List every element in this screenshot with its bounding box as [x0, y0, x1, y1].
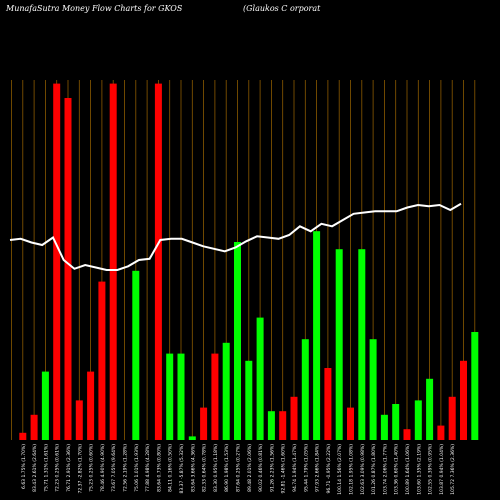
x-tick-label: 92.81 -1.46% (1.60%) [281, 444, 287, 494]
x-axis-labels: 6.63 1.75% (1.70%) 83.43 2.61% (2.64%) 75.… [21, 444, 456, 495]
inflow-bar [313, 231, 321, 440]
outflow-bar [30, 414, 38, 440]
x-tick-label: 100.89 1.64% (1.06%) [405, 444, 411, 495]
inflow-bar [392, 404, 400, 440]
x-tick-label: 103.87 0.94% (1.04%) [439, 444, 445, 495]
x-tick-label: 76.71 2.91% (2.36%) [66, 444, 72, 492]
inflow-bar [267, 411, 275, 440]
inflow-bar [256, 317, 264, 440]
outflow-bar [109, 83, 117, 440]
money-flow-bars [19, 83, 479, 440]
chart-title: MunafaSutra Money Flow Charts for GKOS [6, 4, 183, 13]
inflow-bar [471, 332, 479, 440]
outflow-bar [460, 360, 467, 440]
x-tick-label: 101.26 0.87% (1.80%) [371, 444, 377, 495]
inflow-bar [414, 400, 422, 440]
x-tick-label: 105.72 7.36% (2.36%) [450, 444, 456, 495]
outflow-bar [290, 396, 298, 440]
x-tick-label: 78.46 4.90% (4.90%) [100, 444, 106, 492]
outflow-bar [19, 432, 27, 440]
x-tick-label: 89.48 2.01% (2.06%) [247, 444, 253, 492]
x-tick-label: 86.90 1.98% (1.53%) [224, 444, 230, 492]
outflow-bar [403, 429, 411, 440]
outflow-bar [200, 407, 208, 440]
inflow-bar [245, 360, 253, 440]
x-tick-label: 96.71 -0.95% (2.22%) [326, 444, 332, 494]
inflow-bar [380, 414, 388, 440]
x-tick-label: 91.26 2.23% (1.56%) [269, 444, 275, 492]
x-tick-label: 72.56 2.19% (1.28%) [123, 444, 129, 492]
x-tick-label: 83.64 3.66% (4.36%) [190, 444, 196, 492]
x-tick-label: 83.64 0.73% (0.80%) [156, 444, 162, 492]
inflow-bar [222, 342, 230, 440]
outflow-bar [437, 425, 445, 440]
x-tick-label: 94.74 1.94% (1.47%) [292, 444, 298, 492]
inflow-bar [369, 339, 377, 440]
outflow-bar [75, 400, 83, 440]
inflow-bar [177, 353, 185, 440]
inflow-bar [188, 436, 196, 440]
x-tick-label: 75.23 0.25% (0.60%) [89, 444, 95, 492]
x-tick-label: 77.88 4.98% (4.28%) [145, 444, 151, 492]
x-tick-label: 72.37 -2.82% (1.70%) [77, 444, 83, 494]
x-tick-label: 102.63 3.09% (0.98%) [360, 444, 366, 495]
x-tick-label: 84.11 0.16% (0.50%) [168, 444, 174, 492]
x-tick-label: 97.93 2.66% (1.84%) [315, 444, 321, 492]
outflow-bar [324, 368, 332, 440]
inflow-bar [234, 242, 241, 440]
x-tick-label: 83.37 -5.87% (5.32%) [179, 444, 185, 494]
inflow-bar [41, 371, 49, 440]
x-tick-label: 72.23 0.25% (0.61%) [55, 444, 61, 492]
x-tick-label: 87.64 0.25% (0.27%) [236, 444, 242, 492]
inflow-bar [426, 378, 434, 440]
company-name: (Glaukos C orporat [243, 4, 321, 13]
x-tick-label: 82.33 0.64% (0.78%) [202, 444, 208, 492]
x-tick-label: 75.06 1.01% (1.93%) [134, 444, 140, 492]
x-tick-label: 95.44 1.79% (1.05%) [303, 444, 309, 492]
x-tick-label: 103.74 2.06% (1.77%) [382, 444, 388, 495]
x-tick-label: 103.36 0.60% (1.40%) [394, 444, 400, 495]
x-tick-label: 102.18 1.95% (1.08%) [349, 444, 355, 495]
x-tick-label: 83.43 2.61% (2.64%) [32, 444, 38, 492]
price-line-path [9, 202, 462, 271]
x-tick-label: 103.60 1.35% (2.19%) [416, 444, 422, 495]
x-tick-label: 90.02 0.46% (0.81%) [258, 444, 264, 492]
outflow-bar [98, 281, 106, 440]
outflow-bar [211, 353, 219, 440]
inflow-bar [166, 353, 174, 440]
outflow-bar [279, 411, 287, 440]
outflow-bar [87, 371, 95, 440]
inflow-bar [132, 270, 140, 440]
x-tick-label: 75.71 1.31% (1.61%) [43, 444, 49, 492]
inflow-bar [335, 249, 343, 440]
outflow-bar [347, 407, 354, 440]
x-tick-label: 100.14 1.56% (2.07%) [337, 444, 343, 495]
x-tick-label: 6.63 1.75% (1.70%) [21, 444, 27, 489]
inflow-bar [358, 249, 366, 440]
x-tick-label: 83.30 0.95% (1.18%) [213, 444, 219, 492]
x-tick-label: 102.55 0.39% (0.95%) [428, 444, 434, 495]
outflow-bar [53, 83, 61, 440]
inflow-bar [301, 339, 309, 440]
outflow-bar [448, 396, 456, 440]
price-line [9, 202, 462, 271]
x-tick-label: 73.67 7.05% (9.64%) [111, 444, 117, 492]
outflow-bar [64, 98, 72, 440]
outflow-bar [154, 83, 162, 440]
